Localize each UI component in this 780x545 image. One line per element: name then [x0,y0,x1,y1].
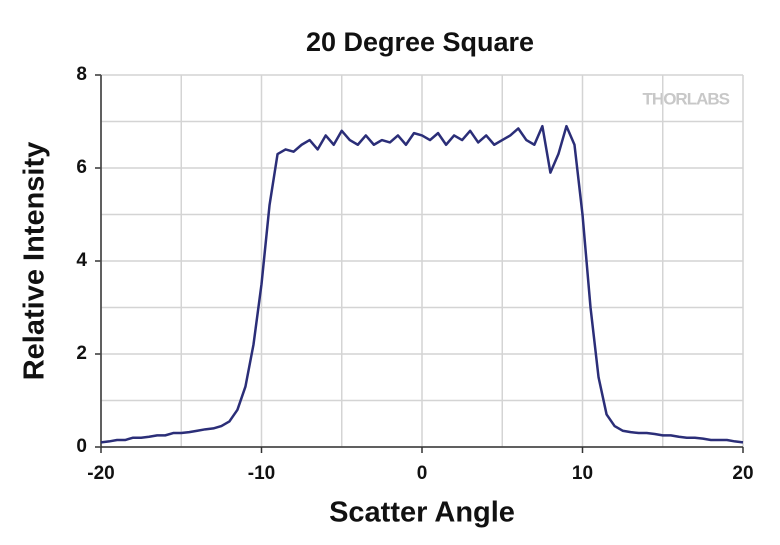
x-axis-label: Scatter Angle [329,497,515,529]
x-tick-label: 0 [417,463,428,484]
data-line [100,124,744,444]
y-tick-label: 8 [76,64,87,85]
x-tick-label: 10 [572,463,593,484]
watermark: THORLABS [643,89,730,108]
x-tick-label: -10 [248,463,275,484]
x-tick-label: -20 [87,463,114,484]
y-tick-label: 4 [76,250,87,271]
y-axis-label: Relative Intensity [19,142,51,381]
y-tick-label: 0 [76,436,87,457]
x-tick-label: 20 [732,463,753,484]
y-tick-label: 2 [76,343,87,364]
y-tick-label: 6 [76,157,87,178]
chart-title: 20 Degree Square [306,27,534,57]
